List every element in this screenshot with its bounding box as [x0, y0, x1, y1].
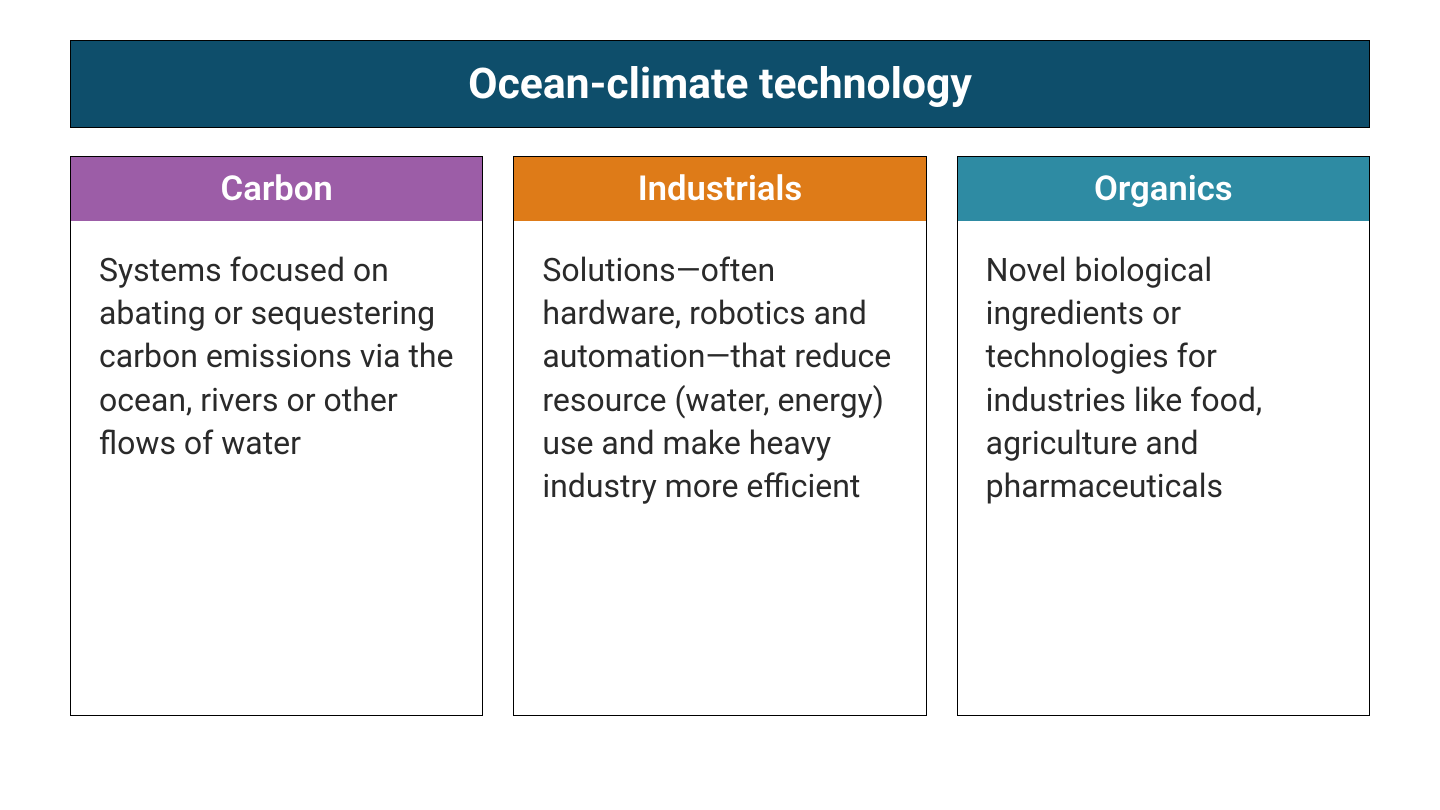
card-title-carbon: Carbon	[71, 157, 482, 221]
card-organics: Organics Novel biological ingredients or…	[957, 156, 1370, 716]
card-body-organics: Novel biological ingredients or technolo…	[958, 221, 1369, 715]
card-title-organics: Organics	[958, 157, 1369, 221]
cards-row: Carbon Systems focused on abating or seq…	[70, 156, 1370, 716]
card-body-industrials: Solutions—often hardware, robotics and a…	[514, 221, 925, 715]
card-industrials: Industrials Solutions—often hardware, ro…	[513, 156, 926, 716]
main-header: Ocean-climate technology	[70, 40, 1370, 128]
card-body-carbon: Systems focused on abating or sequesteri…	[71, 221, 482, 715]
card-title-industrials: Industrials	[514, 157, 925, 221]
card-carbon: Carbon Systems focused on abating or seq…	[70, 156, 483, 716]
